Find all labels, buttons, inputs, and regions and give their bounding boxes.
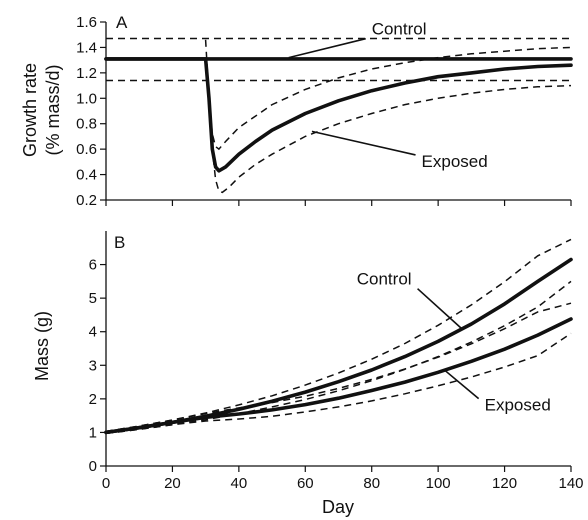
panel-b-y-tick-label: 5 (89, 290, 97, 307)
panel-b-x-tick-label: 40 (231, 475, 248, 492)
panel-a-control-annotation-label: Control (372, 20, 427, 39)
panel-b-exposed-annotation-pointer (444, 369, 480, 400)
panel-a-ylabel-line1: Growth rate (20, 63, 40, 157)
panel-b-y-tick-label: 0 (89, 458, 97, 475)
panel-a-growth-rate-chart: A Growth rate (% mass/d) 0.2 0.4 0.6 0.8 1.0… (20, 13, 573, 209)
x-axis-title: Day (322, 497, 354, 517)
panel-a-y-tick-label: 0.2 (76, 192, 97, 209)
panel-b-y-tick-label: 4 (89, 324, 97, 341)
panel-b-y-tick-label: 3 (89, 357, 97, 374)
panel-a-y-tick-label: 0.4 (76, 167, 97, 184)
panel-a-confidence-band-line-4 (204, 39, 572, 151)
panel-a-exposed-line (104, 57, 573, 173)
panel-b-confidence-band-line-4 (105, 302, 572, 433)
panel-a-control-annotation-pointer (288, 37, 366, 59)
panel-b-x-tick-label: 60 (297, 475, 314, 492)
panel-b-control-annotation-pointer (417, 288, 462, 329)
panel-b-y-tick-label: 2 (89, 391, 97, 408)
panel-b-exposed-line (104, 317, 573, 435)
panel-b-x-tick-label: 80 (363, 475, 380, 492)
panel-a-y-tick-label: 1.0 (76, 90, 97, 107)
panel-b-confidence-band-line-5 (105, 332, 572, 435)
panel-a-label: A (116, 13, 128, 32)
panel-b-exposed-annotation-label: Exposed (485, 396, 551, 415)
panel-b-y-tick-label: 6 (89, 257, 97, 274)
panel-b-x-tick-label: 0 (102, 475, 110, 492)
panel-b-label: B (114, 233, 125, 252)
panel-a-confidence-band-line-5 (208, 84, 572, 194)
panel-b-x-tick-label: 120 (492, 475, 517, 492)
panel-b-ylabel: Mass (g) (32, 311, 52, 381)
panel-a-y-tick-label: 0.8 (76, 116, 97, 133)
panel-a-y-tick-label: 0.6 (76, 141, 97, 158)
panel-a-ylabel-line2: (% mass/d) (43, 64, 63, 155)
panel-b-x-tick-label: 100 (426, 475, 451, 492)
panel-b-y-tick-label: 1 (89, 424, 97, 441)
panel-b-x-tick-label: 20 (164, 475, 181, 492)
panel-a-y-tick-label: 1.6 (76, 14, 97, 31)
panel-a-y-tick-label: 1.4 (76, 39, 97, 56)
panel-a-y-tick-label: 1.2 (76, 65, 97, 82)
panel-b-control-annotation-label: Control (357, 270, 412, 289)
panel-a-exposed-annotation-pointer (311, 130, 416, 156)
panel-a-exposed-annotation-label: Exposed (422, 152, 488, 171)
panel-b-x-tick-label: 140 (558, 475, 583, 492)
